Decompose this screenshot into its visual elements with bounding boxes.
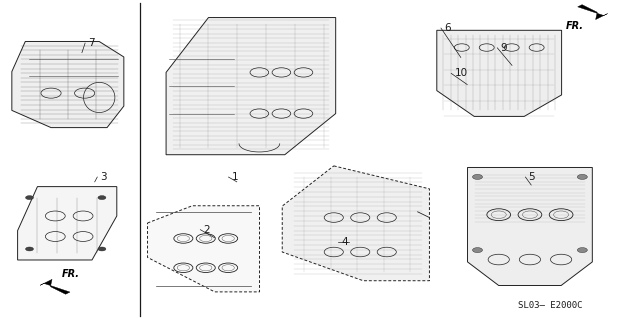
Text: 6: 6 [444,23,451,33]
Polygon shape [166,18,335,155]
Polygon shape [148,206,260,292]
Polygon shape [578,5,607,19]
Polygon shape [282,166,429,281]
Polygon shape [467,167,593,286]
Circle shape [98,247,106,251]
Circle shape [472,248,483,253]
Text: 4: 4 [341,237,348,248]
Text: 9: 9 [500,43,507,53]
Text: 2: 2 [204,225,210,235]
Text: 3: 3 [100,172,107,182]
Text: FR.: FR. [566,20,584,31]
Circle shape [26,196,33,200]
Circle shape [472,174,483,179]
Circle shape [577,174,588,179]
Polygon shape [437,30,562,116]
Text: 1: 1 [232,172,238,182]
Text: 7: 7 [88,38,95,48]
Polygon shape [12,41,124,128]
Circle shape [26,247,33,251]
Text: SL03– E2000C: SL03– E2000C [518,301,583,310]
Circle shape [577,248,588,253]
Text: 10: 10 [454,68,468,78]
Polygon shape [17,187,116,260]
Text: 5: 5 [529,172,535,182]
Polygon shape [40,279,70,294]
Text: FR.: FR. [61,269,79,279]
Circle shape [98,196,106,200]
